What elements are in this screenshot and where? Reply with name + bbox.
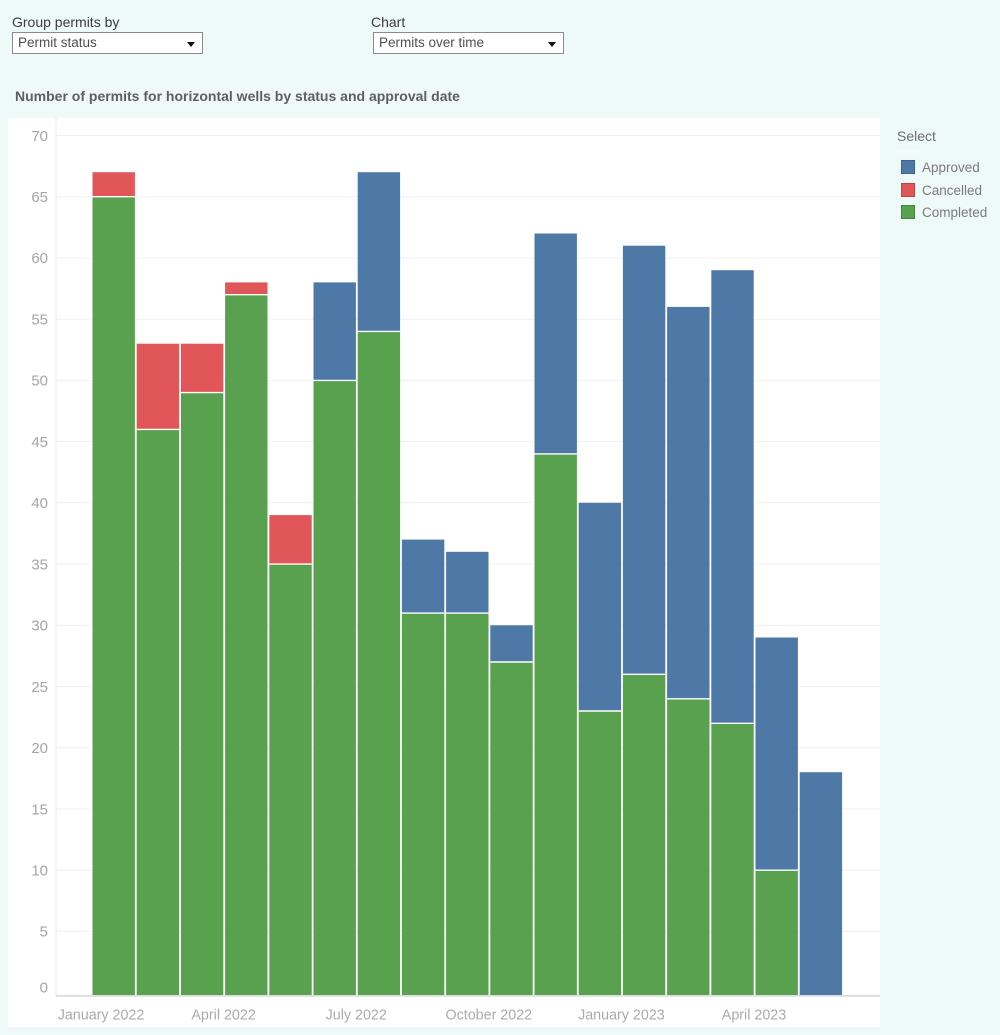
svg-text:April 2023: April 2023 [722, 1008, 786, 1024]
svg-text:35: 35 [31, 556, 48, 573]
svg-text:15: 15 [31, 801, 48, 818]
svg-text:10: 10 [31, 863, 48, 880]
svg-text:5: 5 [40, 924, 48, 941]
svg-text:40: 40 [31, 495, 48, 512]
svg-text:July 2022: July 2022 [326, 1008, 387, 1024]
svg-text:60: 60 [31, 250, 48, 267]
svg-text:45: 45 [31, 434, 48, 451]
svg-text:30: 30 [31, 618, 48, 635]
svg-text:55: 55 [31, 312, 48, 329]
svg-text:70: 70 [31, 128, 48, 145]
svg-text:50: 50 [31, 373, 48, 390]
svg-text:January 2023: January 2023 [578, 1008, 665, 1024]
svg-text:January 2022: January 2022 [58, 1008, 145, 1024]
svg-text:April 2022: April 2022 [191, 1008, 255, 1024]
svg-text:20: 20 [31, 740, 48, 757]
svg-text:October 2022: October 2022 [445, 1008, 532, 1024]
svg-text:25: 25 [31, 679, 48, 696]
svg-text:0: 0 [40, 979, 48, 996]
svg-text:65: 65 [31, 189, 48, 206]
